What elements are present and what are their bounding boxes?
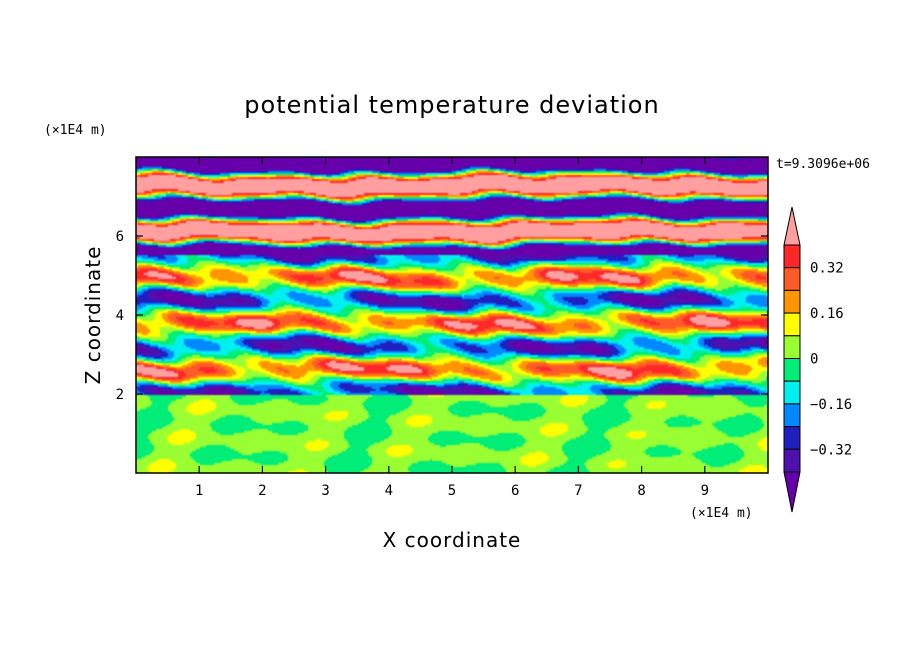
colorbar-band [783,267,801,291]
x-tick-label: 6 [511,483,519,499]
x-tick-label: 2 [258,483,266,499]
contour-field [136,157,768,473]
colorbar-band [783,312,801,337]
colorbar-band [783,403,801,428]
y-tick-label: 2 [116,387,124,403]
x-tick-label: 4 [385,483,393,499]
time-label: t=9.3096e+06 [776,157,870,172]
x-tick-label: 1 [195,483,203,499]
colorbar-extend-high [783,206,801,246]
colorbar-label: 0 [810,352,818,368]
colorbar-label: 0.32 [810,261,844,277]
colorbar-band [783,380,801,405]
plot-field [136,157,768,473]
colorbar-band [783,358,801,382]
chart-title: potential temperature deviation [244,91,659,119]
colorbar-band [783,426,801,450]
y-axis-ticks: 2 4 6 [116,229,768,403]
colorbar-band [783,289,801,314]
x-axis-label: X coordinate [383,528,522,552]
colorbar: 0.32 0.16 0 −0.16 −0.32 [783,206,852,513]
colorbar-extend-low [783,471,801,513]
x-tick-label: 9 [701,483,709,499]
x-tick-label: 8 [637,483,645,499]
x-tick-label: 7 [574,483,582,499]
x-axis-ticks: 1 2 3 4 5 6 7 8 9 [195,157,709,499]
colorbar-band [783,244,801,269]
y-tick-label: 6 [116,229,124,245]
x-tick-label: 5 [448,483,456,499]
y-tick-label: 4 [116,308,124,324]
colorbar-label: −0.32 [810,442,852,458]
y-unit-label: (×1E4 m) [44,123,107,138]
x-unit-label: (×1E4 m) [690,506,753,521]
x-tick-label: 3 [321,483,329,499]
colorbar-band [783,448,801,473]
colorbar-label: 0.16 [810,306,844,322]
y-axis-label: Z coordinate [81,246,105,385]
colorbar-label: −0.16 [810,397,852,413]
colorbar-band [783,335,801,359]
